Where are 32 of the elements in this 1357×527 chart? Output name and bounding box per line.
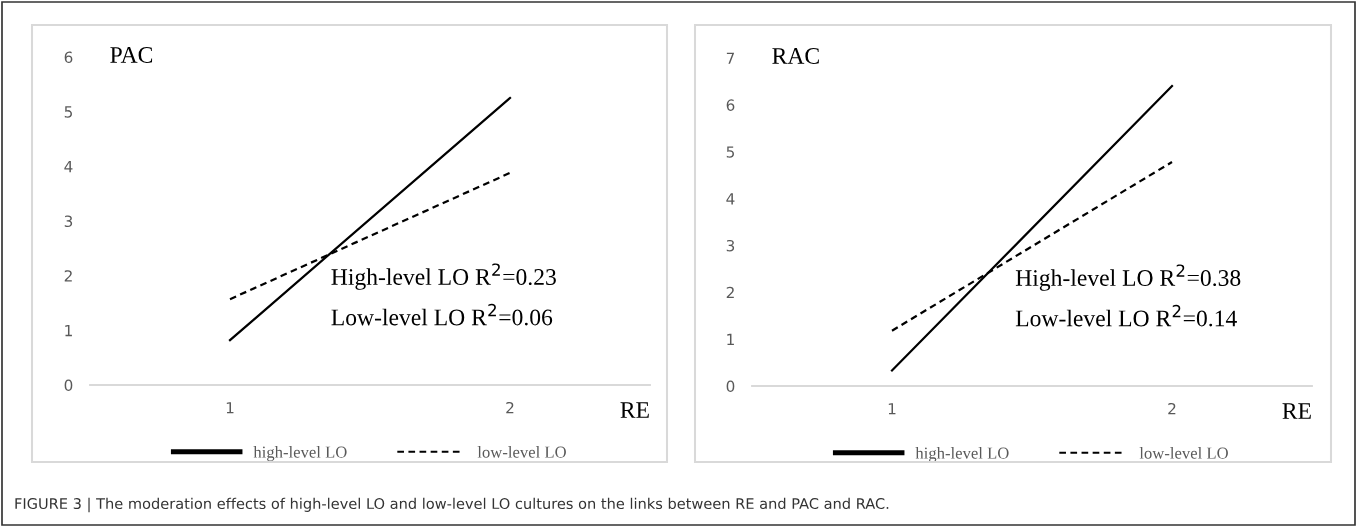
annotation: High-level LO R$^{2}$=0.23 (331, 263, 556, 290)
y-axis-title: RAC (772, 48, 819, 64)
x-tick-label: 1 (226, 402, 234, 414)
legend-label: low-level LO (1139, 447, 1228, 459)
y-tick-label: 2 (64, 270, 72, 282)
annotation: Low-level LO R$^{2}$=0.14 (1015, 304, 1237, 327)
legend-label: low-level LO (477, 446, 566, 458)
y-tick-label: 6 (726, 99, 735, 111)
caption: FIGURE 3 | The moderation effects of high-level LO and low-level LO cultures on the links between RE and PAC and RAC. (15, 497, 889, 513)
y-tick-label: 5 (726, 146, 734, 158)
x-tick-label: 2 (506, 401, 514, 414)
legend-label: high-level LO (253, 446, 347, 462)
y-tick-label: 6 (64, 51, 73, 64)
y-tick-label: 7 (726, 52, 735, 64)
legend-label: high-level LO (915, 447, 1009, 463)
y-tick-label: 5 (64, 106, 72, 118)
y-tick-label: 0 (64, 379, 73, 392)
y-tick-label: 1 (727, 333, 734, 345)
annotation: Low-level LO R$^{2}$=0.06 (331, 303, 553, 326)
y-tick-label: 1 (65, 325, 72, 337)
x-axis-title: RE (620, 402, 649, 418)
y-tick-label: 4 (64, 161, 73, 173)
y-tick-label: 3 (64, 215, 73, 228)
y-tick-label: 4 (726, 193, 735, 205)
y-axis-title: PAC (110, 47, 153, 63)
y-tick-label: 2 (726, 286, 734, 299)
y-tick-label: 0 (726, 380, 735, 393)
x-tick-label: 2 (1168, 402, 1176, 415)
y-tick-label: 3 (726, 239, 735, 252)
x-axis-title: RE (1282, 403, 1311, 419)
x-tick-label: 1 (888, 403, 896, 415)
annotation: High-level LO R$^{2}$=0.38 (1015, 264, 1241, 291)
